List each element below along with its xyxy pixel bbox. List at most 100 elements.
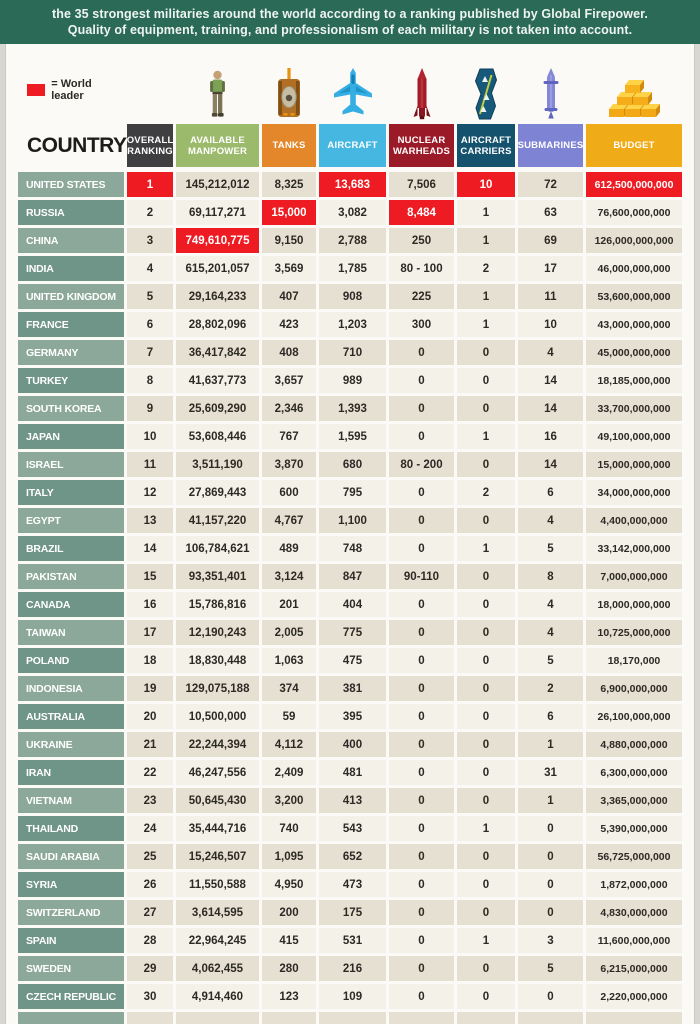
manpower-cell: 3,511,190 [176, 452, 259, 477]
submarines-cell: 17 [518, 256, 583, 281]
nuclear-cell: 0 [389, 340, 454, 365]
column-header-budget: BUDGET [586, 124, 682, 167]
country-cell: SOUTH KOREA [18, 396, 124, 421]
aircraft-cell: 1,100 [319, 508, 386, 533]
submarines-cell: 16 [518, 424, 583, 449]
budget-cell: 53,600,000,000 [586, 284, 682, 309]
carriers-cell: 0 [457, 900, 515, 925]
budget-cell: 126,000,000,000 [586, 228, 682, 253]
table-row: CANADA 16 15,786,816 201 404 0 0 4 18,000,000,00… [18, 592, 682, 617]
country-cell: VIETNAM [18, 788, 124, 813]
manpower-icon-slot [176, 58, 259, 120]
carriers-cell: 0 [457, 704, 515, 729]
tanks-cell [262, 1012, 316, 1024]
country-cell: TAIWAN [18, 620, 124, 645]
aircraft-cell: 413 [319, 788, 386, 813]
country-cell: CZECH REPUBLIC [18, 984, 124, 1009]
column-header-tanks: TANKS [262, 124, 316, 167]
submarines-cell: 6 [518, 480, 583, 505]
nuclear-cell: 90-110 [389, 564, 454, 589]
column-header-nuclear: NUCLEAR WARHEADS [389, 124, 454, 167]
submarines-cell: 8 [518, 564, 583, 589]
country-cell: INDONESIA [18, 676, 124, 701]
budget-cell: 33,142,000,000 [586, 536, 682, 561]
ranking-cell: 22 [127, 760, 173, 785]
budget-cell: 2,220,000,000 [586, 984, 682, 1009]
carriers-cell: 0 [457, 564, 515, 589]
country-cell: CHINA [18, 228, 124, 253]
soldier-icon [204, 70, 231, 120]
carriers-cell: 1 [457, 312, 515, 337]
carriers-cell: 0 [457, 368, 515, 393]
budget-cell: 76,600,000,000 [586, 200, 682, 225]
country-cell: PAKISTAN [18, 564, 124, 589]
table-row: ISRAEL 11 3,511,190 3,870 680 80 - 200 0 14 15,0… [18, 452, 682, 477]
tanks-cell: 3,124 [262, 564, 316, 589]
table-row: FRANCE 6 28,802,096 423 1,203 300 1 10 43,000,00… [18, 312, 682, 337]
aircraft-cell: 3,082 [319, 200, 386, 225]
manpower-cell: 11,550,588 [176, 872, 259, 897]
budget-cell: 6,300,000,000 [586, 760, 682, 785]
aircraft-cell: 775 [319, 620, 386, 645]
aircraft-cell: 109 [319, 984, 386, 1009]
ranking-cell: 6 [127, 312, 173, 337]
country-cell: CANADA [18, 592, 124, 617]
tanks-cell: 4,767 [262, 508, 316, 533]
country-cell: AUSTRALIA [18, 704, 124, 729]
table-row: AUSTRALIA 20 10,500,000 59 395 0 0 6 26,100,000,… [18, 704, 682, 729]
tanks-icon-slot [262, 58, 316, 120]
table-row: INDIA 4 615,201,057 3,569 1,785 80 - 100 2 17 46… [18, 256, 682, 281]
banner: the 35 strongest militaries around the w… [0, 0, 700, 44]
tanks-cell: 280 [262, 956, 316, 981]
budget-cell: 6,215,000,000 [586, 956, 682, 981]
tanks-cell: 3,200 [262, 788, 316, 813]
nuclear-cell: 0 [389, 536, 454, 561]
budget-cell: 43,000,000,000 [586, 312, 682, 337]
manpower-cell: 145,212,012 [176, 172, 259, 197]
ranking-cell: 26 [127, 872, 173, 897]
aircraft-cell: 710 [319, 340, 386, 365]
gold-bars-icon [606, 78, 662, 120]
icon-row: = World leader [18, 58, 682, 120]
carriers-cell: 2 [457, 256, 515, 281]
carriers-cell: 0 [457, 340, 515, 365]
manpower-cell [176, 1012, 259, 1024]
nuclear-cell: 0 [389, 732, 454, 757]
aircraft-cell: 2,788 [319, 228, 386, 253]
aircraft-carrier-icon [470, 68, 502, 120]
submarines-cell: 4 [518, 340, 583, 365]
manpower-cell: 41,157,220 [176, 508, 259, 533]
table-row: TAIWAN 17 12,190,243 2,005 775 0 0 4 10,725,000,… [18, 620, 682, 645]
submarines-cell: 5 [518, 956, 583, 981]
budget-cell: 56,725,000,000 [586, 844, 682, 869]
submarines-cell: 0 [518, 816, 583, 841]
country-cell: UNITED STATES [18, 172, 124, 197]
budget-cell: 4,830,000,000 [586, 900, 682, 925]
nuclear-cell: 0 [389, 676, 454, 701]
table-row: PAKISTAN 15 93,351,401 3,124 847 90-110 0 8 7,00… [18, 564, 682, 589]
table-row: SOUTH KOREA 9 25,609,290 2,346 1,393 0 0 14 33,7… [18, 396, 682, 421]
manpower-cell: 53,608,446 [176, 424, 259, 449]
budget-icon-slot [586, 58, 682, 120]
nuclear-cell: 0 [389, 984, 454, 1009]
aircraft-icon-slot [319, 58, 386, 120]
nuclear-cell: 0 [389, 760, 454, 785]
manpower-cell: 15,246,507 [176, 844, 259, 869]
table-row: CZECH REPUBLIC 30 4,914,460 123 109 0 0 0 2,220,… [18, 984, 682, 1009]
carriers-cell: 0 [457, 956, 515, 981]
column-header-carriers: AIRCRAFT CARRIERS [457, 124, 515, 167]
ranking-cell: 7 [127, 340, 173, 365]
legend-label: = World leader [51, 78, 92, 102]
carriers-cell: 1 [457, 200, 515, 225]
country-cell: UNITED KINGDOM [18, 284, 124, 309]
country-column-header: COUNTRY [27, 133, 127, 157]
nuclear-cell: 0 [389, 928, 454, 953]
carriers-cell: 1 [457, 424, 515, 449]
ranking-cell: 2 [127, 200, 173, 225]
tanks-cell: 407 [262, 284, 316, 309]
world-leader-legend: = World leader [18, 78, 124, 120]
nuclear-cell: 250 [389, 228, 454, 253]
carriers-cell: 2 [457, 480, 515, 505]
country-cell: EGYPT [18, 508, 124, 533]
country-cell: JAPAN [18, 424, 124, 449]
